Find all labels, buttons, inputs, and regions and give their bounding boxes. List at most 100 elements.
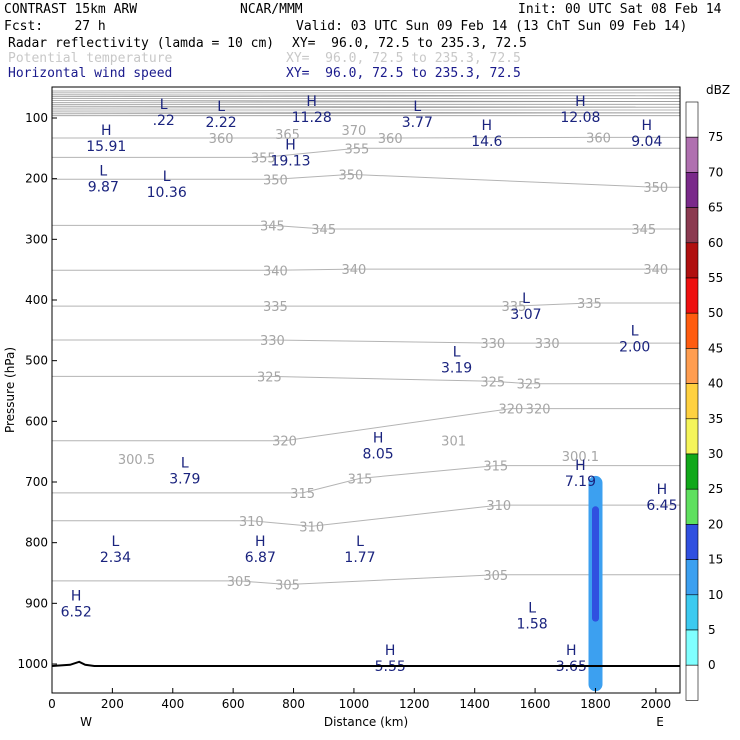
- wind-extremum-type: L: [99, 164, 107, 180]
- theta-contour-label: 335: [263, 300, 288, 315]
- y-tick-label: 200: [25, 172, 48, 186]
- wind-extremum-type: H: [255, 534, 266, 550]
- theta-contour-line: [52, 136, 680, 139]
- wind-extremum: H15.91: [86, 123, 126, 155]
- y-tick-label: 500: [25, 354, 48, 368]
- wind-extremum-type: H: [285, 138, 296, 154]
- colorbar-label: 55: [708, 271, 723, 285]
- x-tick-label: 800: [282, 697, 305, 711]
- model-title: CONTRAST 15km ARW: [4, 2, 137, 17]
- terrain-line: [51, 660, 680, 667]
- theta-contour-label: 340: [263, 264, 288, 279]
- theta-contour-label: 350: [263, 173, 288, 188]
- theta-contour-label: 305: [227, 575, 252, 590]
- theta-contour-label: 330: [480, 337, 505, 352]
- wind-extremum-value: 2.34: [100, 550, 131, 566]
- theta-contour-label: 340: [643, 263, 668, 278]
- wind-extremum-type: H: [373, 431, 384, 447]
- theta-contour-label: 325: [480, 375, 505, 390]
- theta-contour-label: 365: [275, 128, 300, 143]
- theta-contour-label: 300.1: [562, 450, 599, 465]
- wind-speed-extrema: L.22L2.22H11.28L3.77H12.08H15.91H14.6H9.…: [61, 94, 678, 675]
- theta-contour-label: 350: [643, 181, 668, 196]
- wind-extremum: L3.07: [510, 291, 541, 323]
- colorbar-unit: dBZ: [706, 83, 730, 97]
- theta-contour-line: [52, 339, 680, 344]
- wind-extremum: H6.87: [245, 534, 276, 566]
- colorbar-label: 60: [708, 236, 723, 250]
- wind-extremum: L2.22: [206, 99, 237, 131]
- x-tick-label: 0: [48, 697, 56, 711]
- theta-contour-label: 325: [257, 370, 282, 385]
- colorbar-label: 70: [708, 165, 723, 179]
- y-tick-label: 900: [25, 596, 48, 610]
- theta-contour-label: 340: [341, 263, 366, 278]
- colorbar-label: 40: [708, 377, 723, 391]
- theta-contour-line: [52, 268, 680, 271]
- theta-contour-label: 360: [209, 132, 234, 147]
- colorbar-label: 35: [708, 412, 723, 426]
- colorbar-label: 0: [708, 658, 716, 672]
- theta-contour-label: 345: [631, 223, 656, 238]
- theta-contour-label: 310: [299, 520, 324, 535]
- wind-extremum: H6.45: [646, 482, 677, 514]
- wind-extremum: H11.28: [292, 94, 332, 126]
- y-tick-label: 300: [25, 232, 48, 246]
- legend-wind-xy: XY= 96.0, 72.5 to 235.3, 72.5: [286, 66, 521, 81]
- wind-extremum-value: 3.79: [169, 472, 200, 488]
- theta-contour-label: 305: [275, 579, 300, 594]
- wind-extremum-type: H: [566, 643, 577, 659]
- theta-contour-line: [52, 375, 680, 385]
- wind-extremum: L10.36: [147, 169, 187, 201]
- legend-reflectivity: Radar reflectivity (lamda = 10 cm): [8, 36, 274, 51]
- wind-extremum-value: 8.05: [363, 447, 394, 463]
- wind-extremum: H5.55: [375, 643, 406, 675]
- colorbar-label: 50: [708, 306, 723, 320]
- y-axis-label: Pressure (hPa): [3, 347, 17, 433]
- wind-extremum-value: 10.36: [147, 185, 187, 201]
- wind-extremum: L9.87: [88, 164, 119, 196]
- theta-contour-label: 315: [348, 472, 373, 487]
- theta-contour-label: 330: [260, 334, 285, 349]
- wind-extremum: H6.52: [61, 588, 92, 620]
- colorbar-swatch: [685, 629, 699, 666]
- wind-extremum-value: 1.58: [517, 617, 548, 633]
- y-tick-label: 400: [25, 293, 48, 307]
- theta-contour-label: 310: [239, 515, 264, 530]
- init-time: Init: 00 UTC Sat 08 Feb 14: [518, 2, 722, 17]
- wind-extremum-type: H: [306, 94, 317, 110]
- wind-extremum: H14.6: [471, 118, 502, 150]
- wind-extremum: L3.77: [402, 99, 433, 131]
- wind-extremum-type: L: [111, 534, 119, 550]
- wind-extremum-type: H: [482, 118, 493, 134]
- colorbar-swatch: [685, 594, 699, 631]
- colorbar-swatch: [685, 664, 699, 701]
- x-axis-label: Distance (km): [324, 715, 408, 729]
- theta-contour-line: [52, 574, 680, 586]
- wind-extremum-value: 1.77: [344, 550, 375, 566]
- colorbar-swatch: [685, 242, 699, 279]
- valid-time: Valid: 03 UTC Sun 09 Feb 14 (13 ChT Sun …: [296, 19, 687, 34]
- theta-contour-label: 305: [483, 569, 508, 584]
- wind-extremum-value: 3.19: [441, 361, 472, 377]
- wind-extremum: H3.65: [556, 643, 587, 675]
- wind-extremum: H19.13: [270, 138, 310, 170]
- wind-extremum-value: 3.77: [402, 115, 433, 131]
- wind-extremum: L3.79: [169, 456, 200, 488]
- colorbar-label: 5: [708, 623, 716, 637]
- x-tick-label: 600: [222, 697, 245, 711]
- agency-label: NCAR/MMM: [240, 2, 303, 17]
- wind-extremum-value: 15.91: [86, 139, 126, 155]
- theta-contour-line: [51, 106, 681, 109]
- wind-extremum-type: L: [631, 323, 639, 339]
- colorbar-label: 30: [708, 447, 723, 461]
- y-tick-label: 600: [25, 414, 48, 428]
- y-tick-label: 800: [25, 536, 48, 550]
- wind-extremum-type: L: [160, 97, 168, 113]
- legend-theta: Potential temperature: [8, 51, 173, 66]
- colorbar-label: 25: [708, 482, 723, 496]
- colorbar-label: 15: [708, 553, 723, 567]
- theta-contour-label: 301: [441, 435, 466, 450]
